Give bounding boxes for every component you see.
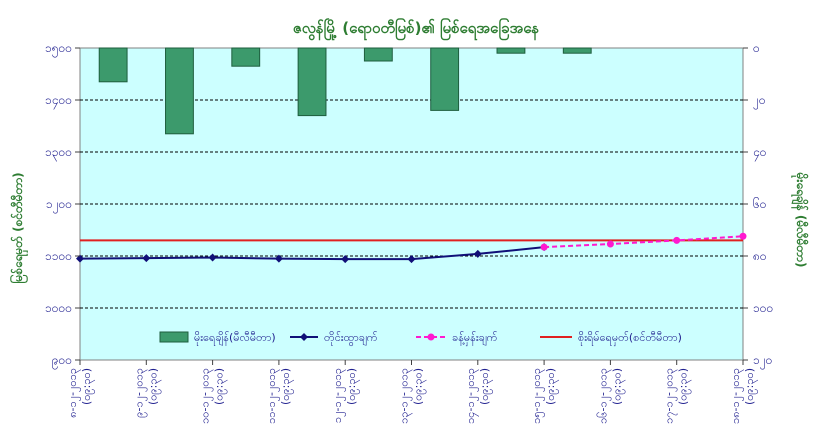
y-axis-left-label: မြစ်ရေမှတ် (စင်တီမီတာ) (8, 172, 29, 283)
legend-swatch-rainfall (159, 331, 189, 343)
rainfall-bar (98, 47, 128, 83)
y-right-tick-label: ၄၀ (753, 145, 767, 162)
rainfall-bar (496, 47, 526, 54)
observed-point (142, 254, 151, 263)
x-tick-label-time: (၀၉:၃၀) (80, 368, 95, 405)
rainfall-bar (363, 47, 393, 62)
x-tick-label-date: ၈-၁၂-၂၀၁၃ (66, 368, 81, 418)
x-tick-label-time: (၀၉:၃၀) (677, 368, 692, 405)
y-left-tick-label: ၁၄၀၀ (45, 93, 72, 110)
x-tick-label-time: (၀၉:၃၀) (743, 368, 758, 405)
forecast-point (606, 240, 614, 248)
observed-point (76, 254, 84, 263)
line-series (76, 232, 747, 264)
y-left-tick-label: ၁၀၀၀ (45, 301, 72, 315)
x-tick-label-time: (၀၉:၃၀) (412, 368, 427, 405)
observed-water-level-line (79, 246, 545, 261)
rainfall-bar (430, 47, 460, 111)
rainfall-bar (562, 47, 592, 54)
legend-marker-observed (300, 333, 308, 341)
x-tick-label-date: ၁၇-၁၂-၂၀၁၃ (663, 368, 678, 424)
x-tick-label-date: ၁၅-၁၂-၂၀၁၃ (530, 368, 545, 424)
y-right-tick-label: ၂၀ (753, 93, 766, 110)
x-tick-label-time: (၀၉:၃၀) (345, 368, 360, 405)
x-tick-label-time: (၀၉:၃၀) (610, 368, 625, 405)
legend-label-observed: တိုင်းထွာချက် (324, 331, 378, 346)
y-right-tick-label: ၁၂၀ (753, 353, 772, 370)
legend-label-danger: စိုးရိမ်ရေမှတ်(စင်တီမီတာ) (578, 331, 682, 346)
observed-point (274, 254, 283, 263)
x-tick-label-date: ၁၈-၁၂-၂၀၁၃ (729, 368, 744, 424)
observed-point (341, 255, 350, 264)
rainfall-bar (165, 47, 194, 135)
x-tick-label-date: ၁၄-၁၂-၂၀၁၃ (464, 368, 479, 424)
y-left-tick-label: ၉၀၀ (52, 353, 72, 370)
y-left-tick-label: ၁၃၀၀ (45, 145, 72, 162)
rainfall-bar (297, 47, 327, 117)
x-tick-label-time: (၀၉:၃၀) (544, 368, 559, 405)
y-axis-left: ၉၀၀ ၁၀၀၀ ၁၁၀၀ ၁၂၀၀ ၁၃၀၀ ၁၄၀၀ ၁၅၀၀ (45, 41, 80, 370)
y-right-tick-label: ၀ (753, 41, 760, 55)
x-tick-label-time: (၀၉:၃၀) (213, 368, 228, 405)
x-tick-label-time: (၀၉:၃၀) (279, 368, 294, 405)
y-left-tick-label: ၁၅၀၀ (45, 41, 72, 58)
x-tick-label-date: ၁၂-၁၂-၂၀၁၃ (331, 368, 346, 423)
forecast-point (739, 232, 747, 240)
x-tick-label-time: (၀၉:၃၀) (478, 368, 493, 405)
bar-series (98, 47, 592, 135)
y-axis-right-label: မိုးရေချိန် (မီလီမီတာ) (790, 172, 810, 268)
legend: မိုးရေချိန်(မီလီမီတာ) တိုင်းထွာချက် ခန့်… (159, 331, 682, 346)
x-tick-label-date: ၁၁-၁၂-၂၀၁၃ (265, 368, 280, 424)
observed-point (208, 253, 217, 262)
x-tick-label-time: (၀၉:၃၀) (146, 368, 161, 405)
observed-point (473, 249, 482, 258)
x-axis: ၈-၁၂-၂၀၁၃ (၀၉:၃၀) ၉-၁၂-၂၀၁၃ (၀၉:၃၀) ၁၀-၁၂-၂၀… (66, 360, 758, 424)
legend-marker-forecast (427, 333, 435, 341)
x-tick-label-date: ၁၀-၁၂-၂၀၁၃ (199, 368, 214, 424)
rainfall-bar (231, 47, 261, 67)
y-left-tick-label: ၁၁၀၀ (45, 249, 72, 263)
legend-label-forecast: ခန့်မှန်းချက် (452, 331, 498, 346)
y-right-tick-label: ၁၀၀ (753, 301, 773, 315)
y-right-tick-label: ၈၀ (753, 249, 767, 263)
y-right-tick-label: ၆၀ (753, 196, 767, 211)
forecast-point (540, 243, 548, 251)
y-left-tick-label: ၁၂၀၀ (46, 197, 72, 214)
x-tick-label-date: ၁၆-၁၂-၂၀၁၃ (596, 368, 611, 424)
forecast-point (673, 236, 681, 244)
x-tick-label-date: ၉-၁၂-၂၀၁၃ (132, 368, 147, 418)
x-tick-label-date: ၁၃-၁၂-၂၀၁၃ (398, 368, 413, 424)
forecast-water-level-line (544, 235, 744, 249)
legend-label-rainfall: မိုးရေချိန်(မီလီမီတာ) (194, 331, 276, 346)
observed-point (407, 255, 416, 264)
